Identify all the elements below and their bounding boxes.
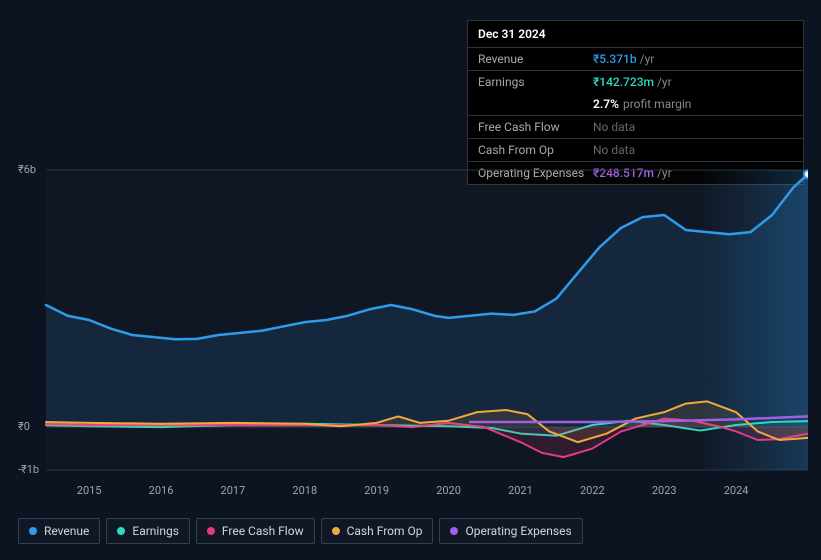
tooltip-row: Cash From OpNo data <box>468 139 803 162</box>
x-axis-label: 2023 <box>652 484 677 497</box>
legend-item[interactable]: Cash From Op <box>321 518 434 544</box>
tooltip-profit-margin: 2.7%profit margin <box>468 93 803 116</box>
legend: Revenue Earnings Free Cash Flow Cash From O… <box>18 518 583 544</box>
tooltip-date: Dec 31 2024 <box>468 21 803 48</box>
legend-label: Free Cash Flow <box>222 524 304 538</box>
legend-item[interactable]: Revenue <box>18 518 100 544</box>
legend-label: Operating Expenses <box>465 524 571 538</box>
x-axis-label: 2017 <box>221 484 246 497</box>
tooltip-value: No data <box>593 120 793 134</box>
legend-label: Revenue <box>44 524 89 538</box>
x-axis-label: 2020 <box>436 484 461 497</box>
tooltip-label: Free Cash Flow <box>478 120 593 134</box>
chart-svg <box>18 160 808 480</box>
x-axis-label: 2021 <box>508 484 533 497</box>
legend-dot <box>332 527 340 535</box>
x-axis-label: 2022 <box>580 484 605 497</box>
chart-area[interactable]: ₹6b ₹0 -₹1b <box>18 160 808 480</box>
tooltip-label: Earnings <box>478 75 593 89</box>
x-axis-label: 2016 <box>149 484 174 497</box>
legend-dot <box>117 527 125 535</box>
legend-label: Earnings <box>132 524 179 538</box>
tooltip-row: Free Cash FlowNo data <box>468 116 803 139</box>
legend-item[interactable]: Earnings <box>106 518 190 544</box>
x-axis-labels: 2015 2016 2017 2018 2019 2020 2021 2022 2023 2024 <box>18 484 808 504</box>
x-axis-label: 2019 <box>364 484 389 497</box>
legend-dot <box>207 527 215 535</box>
tooltip-label: Revenue <box>478 52 593 66</box>
x-axis-label: 2024 <box>724 484 749 497</box>
tooltip-label: Cash From Op <box>478 143 593 157</box>
x-axis-label: 2018 <box>292 484 317 497</box>
legend-label: Cash From Op <box>347 524 423 538</box>
legend-dot <box>450 527 458 535</box>
tooltip-value: ₹142.723m/yr <box>593 75 793 89</box>
legend-item[interactable]: Free Cash Flow <box>196 518 315 544</box>
y-axis-label: -₹1b <box>18 463 39 476</box>
legend-item[interactable]: Operating Expenses <box>439 518 582 544</box>
tooltip-value: ₹5.371b/yr <box>593 52 793 66</box>
tooltip-row: Earnings₹142.723m/yr <box>468 71 803 93</box>
tooltip-value: No data <box>593 143 793 157</box>
legend-dot <box>29 527 37 535</box>
y-axis-label: ₹0 <box>18 420 30 433</box>
tooltip-row: Revenue₹5.371b/yr <box>468 48 803 71</box>
series-end-marker <box>804 170 808 178</box>
y-axis-label: ₹6b <box>18 163 36 176</box>
x-axis-label: 2015 <box>77 484 102 497</box>
